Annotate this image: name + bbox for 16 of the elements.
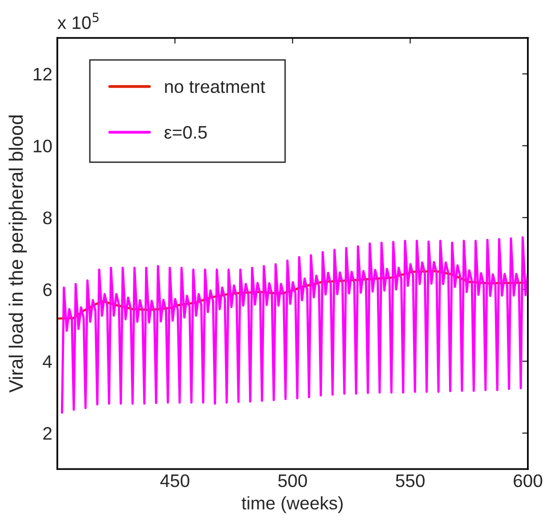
x-tick-label: 500: [278, 474, 307, 488]
y-tick-label: 10: [34, 140, 52, 152]
y-axis-title: Viral load in the peripheral blood: [8, 115, 27, 393]
legend-label: ε=0.5: [164, 126, 207, 139]
x-tick-label: 450: [160, 474, 190, 488]
x-axis-title: time (weeks): [242, 496, 343, 514]
y-tick-label: 8: [43, 212, 52, 224]
line-series: [60, 236, 528, 414]
legend-label: no treatment: [165, 81, 266, 94]
y-tick-label: 6: [43, 283, 52, 296]
x-tick-label: 550: [396, 474, 425, 488]
text: x 10$^{5}$: [58, 12, 99, 30]
y-tick-label: 4: [42, 355, 52, 368]
y-tick-label: 2: [43, 427, 52, 440]
y-tick-label: 12: [34, 68, 52, 80]
x-tick-label: 600: [514, 474, 542, 488]
